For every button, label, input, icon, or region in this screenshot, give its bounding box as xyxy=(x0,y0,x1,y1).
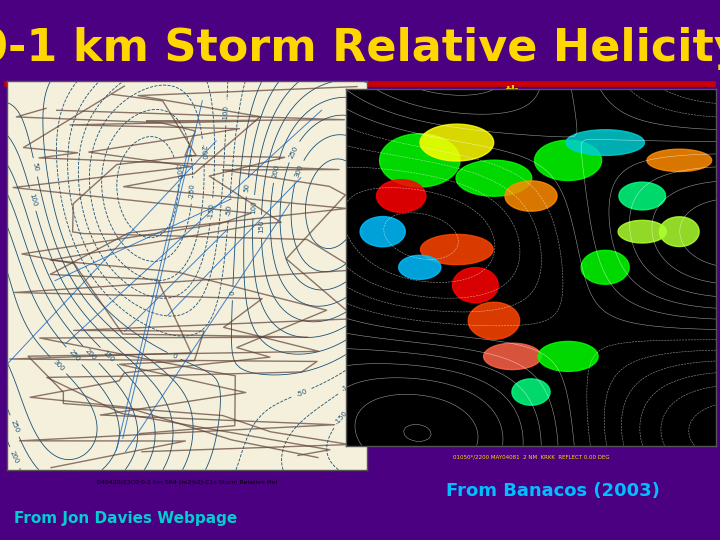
Text: -300: -300 xyxy=(174,163,181,180)
Polygon shape xyxy=(468,302,520,339)
Text: 250: 250 xyxy=(288,144,300,159)
Text: 250: 250 xyxy=(9,419,19,433)
Text: -150: -150 xyxy=(208,202,215,219)
Text: -50: -50 xyxy=(295,388,308,397)
Text: 250: 250 xyxy=(67,349,81,363)
Text: -100: -100 xyxy=(341,379,357,393)
Polygon shape xyxy=(420,124,494,161)
Polygon shape xyxy=(538,341,598,372)
Text: 50: 50 xyxy=(244,183,251,192)
Polygon shape xyxy=(456,160,532,196)
Text: 01050*/2200 MAY04081  2 NM  KRKK  REFLECT 0.00 DEG: 01050*/2200 MAY04081 2 NM KRKK REFLECT 0… xyxy=(453,455,609,460)
Text: th: th xyxy=(506,85,521,98)
Polygon shape xyxy=(505,181,557,211)
Polygon shape xyxy=(484,343,541,369)
Text: th: th xyxy=(119,99,133,112)
Text: 100: 100 xyxy=(250,200,257,214)
Polygon shape xyxy=(619,182,665,210)
Text: From Jon Davies Webpage: From Jon Davies Webpage xyxy=(14,511,238,526)
Polygon shape xyxy=(377,180,426,212)
Polygon shape xyxy=(581,251,629,284)
Text: 200: 200 xyxy=(84,348,98,361)
Text: 300: 300 xyxy=(51,358,65,372)
Text: 200: 200 xyxy=(9,450,20,465)
Text: 50: 50 xyxy=(32,163,39,172)
Text: -100: -100 xyxy=(223,104,230,120)
Text: 350: 350 xyxy=(354,207,364,222)
Polygon shape xyxy=(534,140,602,180)
Polygon shape xyxy=(420,234,493,265)
Text: 0: 0 xyxy=(171,352,177,360)
Polygon shape xyxy=(360,217,405,247)
Polygon shape xyxy=(647,149,711,172)
Text: -250: -250 xyxy=(189,183,196,199)
Text: , 2003 @ 22Z: , 2003 @ 22Z xyxy=(515,91,646,109)
Text: 0-1 km Storm Relative Helicity: 0-1 km Storm Relative Helicity xyxy=(0,27,720,70)
Text: -50: -50 xyxy=(225,205,233,217)
Polygon shape xyxy=(399,255,441,279)
Text: -150: -150 xyxy=(334,410,349,426)
Text: 300: 300 xyxy=(294,164,304,179)
Text: -200: -200 xyxy=(200,144,207,160)
Polygon shape xyxy=(453,267,498,303)
Polygon shape xyxy=(512,379,550,405)
Polygon shape xyxy=(566,130,644,156)
Text: 040420/23C0 0-1 km SR4 (m2/s2) C1s Storm Relative Hel: 040420/23C0 0-1 km SR4 (m2/s2) C1s Storm… xyxy=(97,480,277,484)
Text: April 20: April 20 xyxy=(14,104,94,123)
Polygon shape xyxy=(660,217,699,247)
Text: 100: 100 xyxy=(28,192,37,207)
Text: From Banacos (2003): From Banacos (2003) xyxy=(446,482,660,501)
Text: 150: 150 xyxy=(102,349,115,363)
Text: May 4: May 4 xyxy=(446,91,506,109)
Text: 200: 200 xyxy=(271,164,280,179)
Text: 150: 150 xyxy=(258,220,264,233)
Text: , 2004 @ 23Z: , 2004 @ 23Z xyxy=(128,104,259,123)
Polygon shape xyxy=(618,220,667,243)
Polygon shape xyxy=(379,134,460,187)
Text: 0: 0 xyxy=(230,291,235,295)
